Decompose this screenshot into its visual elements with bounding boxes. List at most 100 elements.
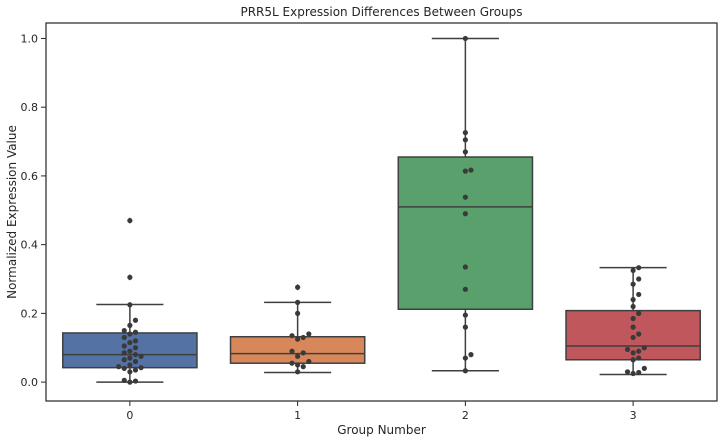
data-point-0-7: [116, 364, 122, 370]
y-axis-title: Normalized Expression Value: [5, 125, 19, 299]
y-tick-label-3: 0.6: [21, 170, 39, 183]
x-axis-title: Group Number: [337, 423, 426, 437]
data-point-0-24: [127, 322, 133, 328]
data-point-2-1: [462, 355, 468, 361]
y-tick-label-4: 0.8: [21, 101, 39, 114]
data-point-2-12: [462, 137, 468, 143]
data-point-0-27: [127, 274, 133, 280]
box-group-1: [229, 284, 366, 374]
x-tick-label-3: 3: [630, 409, 637, 422]
x-tick-label-2: 2: [462, 409, 469, 422]
data-point-1-5: [295, 353, 301, 359]
data-point-1-7: [289, 348, 295, 354]
data-point-0-18: [127, 339, 133, 346]
y-tick-label-2: 0.4: [21, 239, 39, 252]
data-point-3-0: [630, 370, 636, 377]
x-tick-label-1: 1: [294, 409, 301, 422]
data-point-3-11: [636, 331, 642, 337]
data-point-0-17: [121, 343, 127, 349]
data-point-1-2: [295, 362, 301, 368]
data-point-3-1: [636, 369, 642, 376]
data-point-3-2: [624, 369, 631, 375]
data-point-0-16: [132, 345, 139, 351]
data-point-1-11: [306, 331, 312, 337]
data-point-1-14: [295, 284, 301, 290]
data-point-0-1: [132, 378, 139, 384]
data-point-2-6: [462, 264, 468, 270]
data-point-0-21: [127, 331, 133, 337]
plot-area: [62, 35, 701, 385]
x-tick-label-0: 0: [126, 409, 133, 422]
data-point-0-4: [132, 367, 139, 373]
data-point-0-12: [138, 353, 144, 359]
data-point-0-3: [127, 369, 133, 375]
data-point-3-14: [636, 310, 642, 316]
data-point-2-9: [462, 168, 468, 174]
data-point-1-9: [300, 334, 306, 341]
data-point-0-11: [127, 355, 133, 361]
data-point-0-20: [121, 334, 127, 341]
data-point-1-6: [300, 350, 306, 356]
data-point-2-7: [462, 211, 468, 217]
data-point-3-13: [630, 315, 636, 322]
data-point-0-0: [127, 379, 133, 385]
data-point-1-12: [295, 310, 301, 316]
y-tick-label-0: 0.0: [21, 376, 39, 389]
data-point-3-17: [636, 291, 642, 298]
data-point-2-5: [462, 286, 468, 292]
data-point-2-4: [462, 312, 468, 318]
data-point-2-0: [462, 368, 468, 374]
data-point-0-22: [132, 329, 139, 335]
data-point-0-9: [132, 358, 139, 365]
data-point-0-10: [121, 357, 127, 363]
data-point-3-18: [630, 281, 636, 287]
data-point-0-19: [132, 338, 139, 344]
data-point-3-19: [636, 276, 642, 282]
data-point-3-15: [630, 303, 636, 310]
data-point-3-20: [630, 267, 636, 274]
plot-frame: [45, 22, 718, 402]
data-point-3-16: [630, 297, 636, 303]
data-point-2-13: [462, 130, 468, 136]
data-point-3-8: [624, 346, 631, 353]
data-point-3-12: [630, 324, 636, 330]
data-point-0-13: [132, 352, 139, 358]
data-point-0-8: [127, 362, 133, 368]
data-point-2-14: [462, 35, 468, 42]
data-point-1-13: [295, 299, 301, 305]
data-point-2-10: [468, 167, 474, 173]
data-point-3-7: [636, 348, 642, 354]
data-point-0-28: [127, 217, 133, 224]
data-point-0-15: [127, 348, 133, 354]
data-point-1-0: [295, 369, 301, 375]
data-point-3-5: [636, 355, 642, 361]
data-point-1-3: [289, 360, 295, 366]
data-point-3-9: [641, 345, 647, 351]
data-point-1-4: [306, 358, 312, 365]
data-point-2-2: [468, 352, 474, 358]
data-point-0-23: [121, 327, 127, 334]
data-point-3-21: [636, 265, 642, 271]
data-point-3-4: [630, 357, 636, 363]
data-point-0-6: [138, 365, 144, 371]
data-point-3-6: [630, 350, 636, 356]
data-point-0-14: [121, 350, 127, 356]
data-point-2-11: [462, 149, 468, 155]
data-point-2-8: [462, 194, 468, 200]
y-tick-label-1: 0.2: [21, 307, 39, 320]
data-point-3-3: [641, 365, 647, 371]
data-point-1-8: [295, 336, 301, 342]
data-point-0-26: [127, 302, 133, 308]
box-2: [397, 156, 534, 310]
data-point-0-25: [132, 317, 139, 323]
x-axis: 0 1 2 3: [126, 401, 637, 422]
data-point-0-2: [121, 377, 127, 383]
data-point-1-10: [289, 333, 295, 339]
data-point-1-1: [300, 364, 306, 370]
box-group-2: [397, 37, 534, 372]
data-point-0-5: [121, 365, 127, 371]
y-tick-label-5: 1.0: [21, 32, 39, 45]
y-axis: 0.0 0.2 0.4 0.6 0.8 1.0: [21, 32, 46, 389]
chart-title: PRR5L Expression Differences Between Gro…: [240, 5, 522, 19]
